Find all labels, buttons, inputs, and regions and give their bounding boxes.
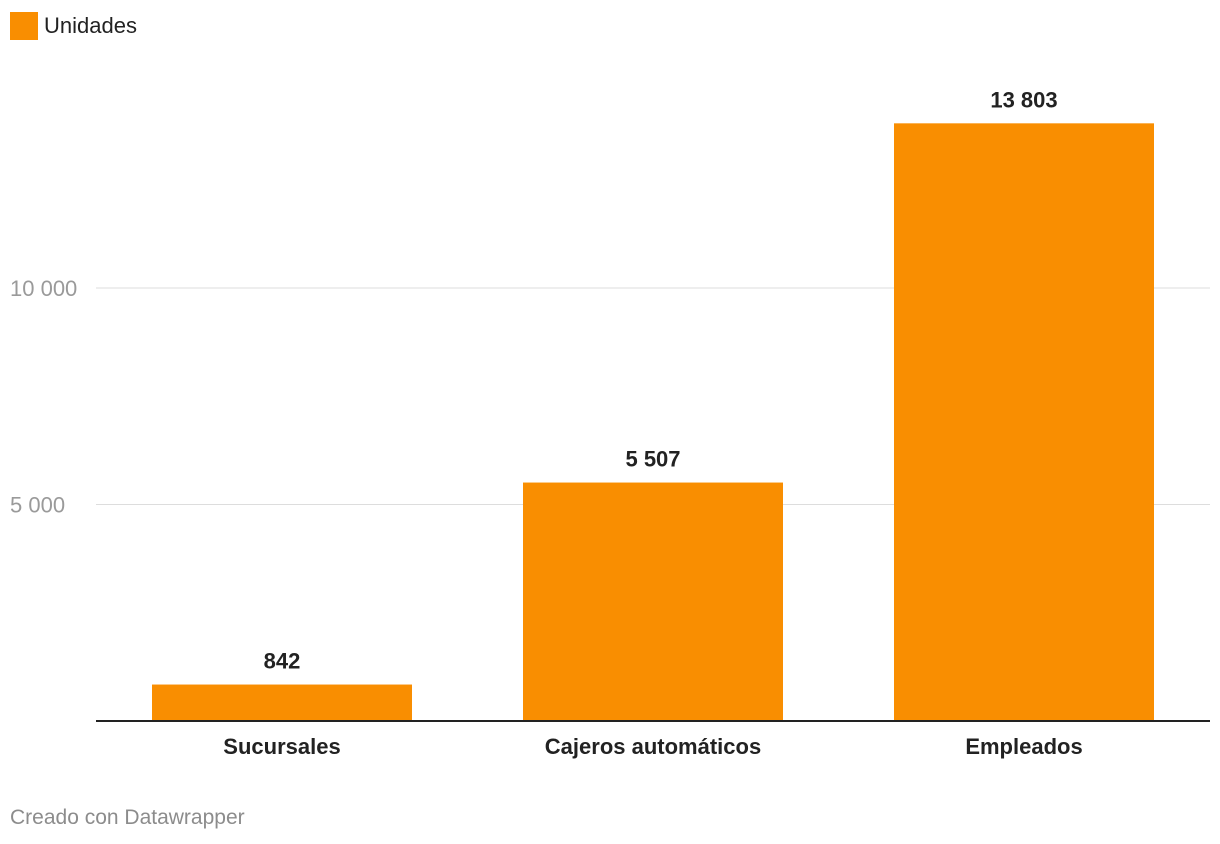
x-category-label: Empleados (965, 734, 1082, 759)
value-labels: 842 5 507 13 803 (264, 87, 1058, 673)
y-tick-label: 10 000 (10, 276, 77, 301)
y-axis-tick-labels: 5 000 10 000 (10, 276, 77, 518)
x-category-label: Cajeros automáticos (545, 734, 761, 759)
bar-value-label: 5 507 (625, 447, 680, 472)
bar-value-label: 13 803 (990, 87, 1057, 112)
bar-value-label: 842 (264, 649, 301, 674)
bars (152, 123, 1154, 722)
legend-label: Unidades (44, 13, 137, 38)
bar (894, 123, 1154, 722)
bar (523, 482, 783, 721)
x-category-label: Sucursales (223, 734, 340, 759)
bar (152, 684, 412, 721)
y-tick-label: 5 000 (10, 493, 65, 518)
chart-legend: Unidades (10, 12, 137, 40)
footer-credit: Creado con Datawrapper (10, 806, 245, 829)
legend-swatch (10, 12, 38, 40)
x-axis-category-labels: Sucursales Cajeros automáticos Empleados (223, 734, 1082, 759)
